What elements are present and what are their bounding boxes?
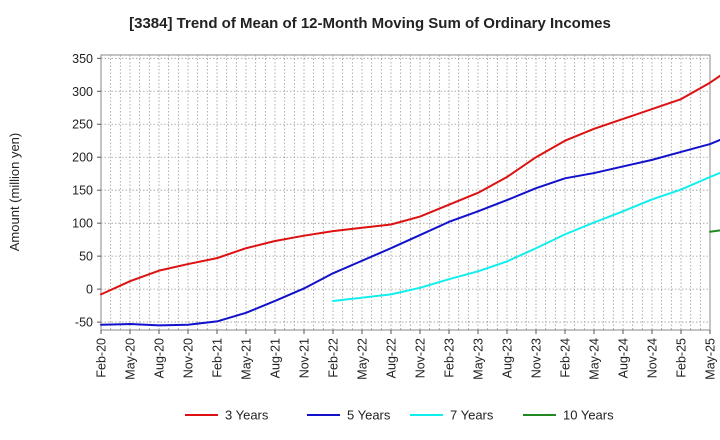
y-tick-label: 300: [72, 85, 93, 99]
x-tick-label: May-25: [704, 338, 718, 380]
x-tick-label: Aug-24: [617, 338, 631, 378]
x-tick-label: Aug-23: [501, 338, 515, 378]
y-tick-label: 200: [72, 151, 93, 165]
x-tick-label: May-23: [472, 338, 486, 380]
y-tick-label: 100: [72, 217, 93, 231]
x-tick-label: Feb-21: [211, 338, 225, 378]
series-line-10-years: [709, 229, 720, 233]
x-tick-label: Nov-20: [182, 338, 196, 378]
legend-label: 7 Years: [450, 408, 494, 423]
x-tick-label: Feb-22: [327, 338, 341, 378]
legend-label: 10 Years: [563, 408, 614, 423]
series-line-7-years: [332, 171, 720, 302]
x-tick-label: Aug-22: [385, 338, 399, 378]
series-line-3-years: [100, 74, 720, 296]
y-tick-label: 250: [72, 118, 93, 132]
legend-label: 3 Years: [225, 408, 269, 423]
y-axis-ticks: -50 0 50 100 150 200 250 300 350: [72, 52, 101, 330]
x-tick-label: Aug-20: [153, 338, 167, 378]
y-tick-label: 150: [72, 184, 93, 198]
x-tick-label: Nov-24: [646, 338, 660, 378]
x-tick-label: May-21: [240, 338, 254, 380]
legend-label: 5 Years: [347, 408, 391, 423]
y-tick-label: 50: [79, 250, 93, 264]
x-tick-label: Aug-21: [269, 338, 283, 378]
series-line-5-years: [100, 138, 720, 327]
chart-title: [3384] Trend of Mean of 12-Month Moving …: [129, 15, 611, 32]
y-axis-label: Amount (million yen): [7, 133, 22, 252]
x-tick-label: May-22: [356, 338, 370, 380]
series-lines: [100, 74, 720, 327]
y-tick-label: -50: [75, 316, 93, 330]
x-tick-label: Feb-23: [443, 338, 457, 378]
x-tick-label: Feb-20: [95, 338, 109, 378]
x-tick-label: Nov-22: [414, 338, 428, 378]
plot-frame: [100, 54, 711, 331]
x-tick-label: May-20: [124, 338, 138, 380]
x-axis-ticks: Feb-20 May-20 Aug-20 Nov-20 Feb-21 May-21 Aug-…: [95, 330, 718, 380]
y-tick-label: 0: [86, 283, 93, 297]
x-tick-label: Nov-23: [530, 338, 544, 378]
grid: [101, 55, 710, 330]
x-tick-label: Feb-24: [559, 338, 573, 378]
y-tick-label: 350: [72, 52, 93, 66]
x-tick-label: Feb-25: [675, 338, 689, 378]
x-tick-label: Nov-21: [298, 338, 312, 378]
x-tick-label: May-24: [588, 338, 602, 380]
legend: 3 Years 5 Years 7 Years 10 Years: [185, 408, 614, 423]
